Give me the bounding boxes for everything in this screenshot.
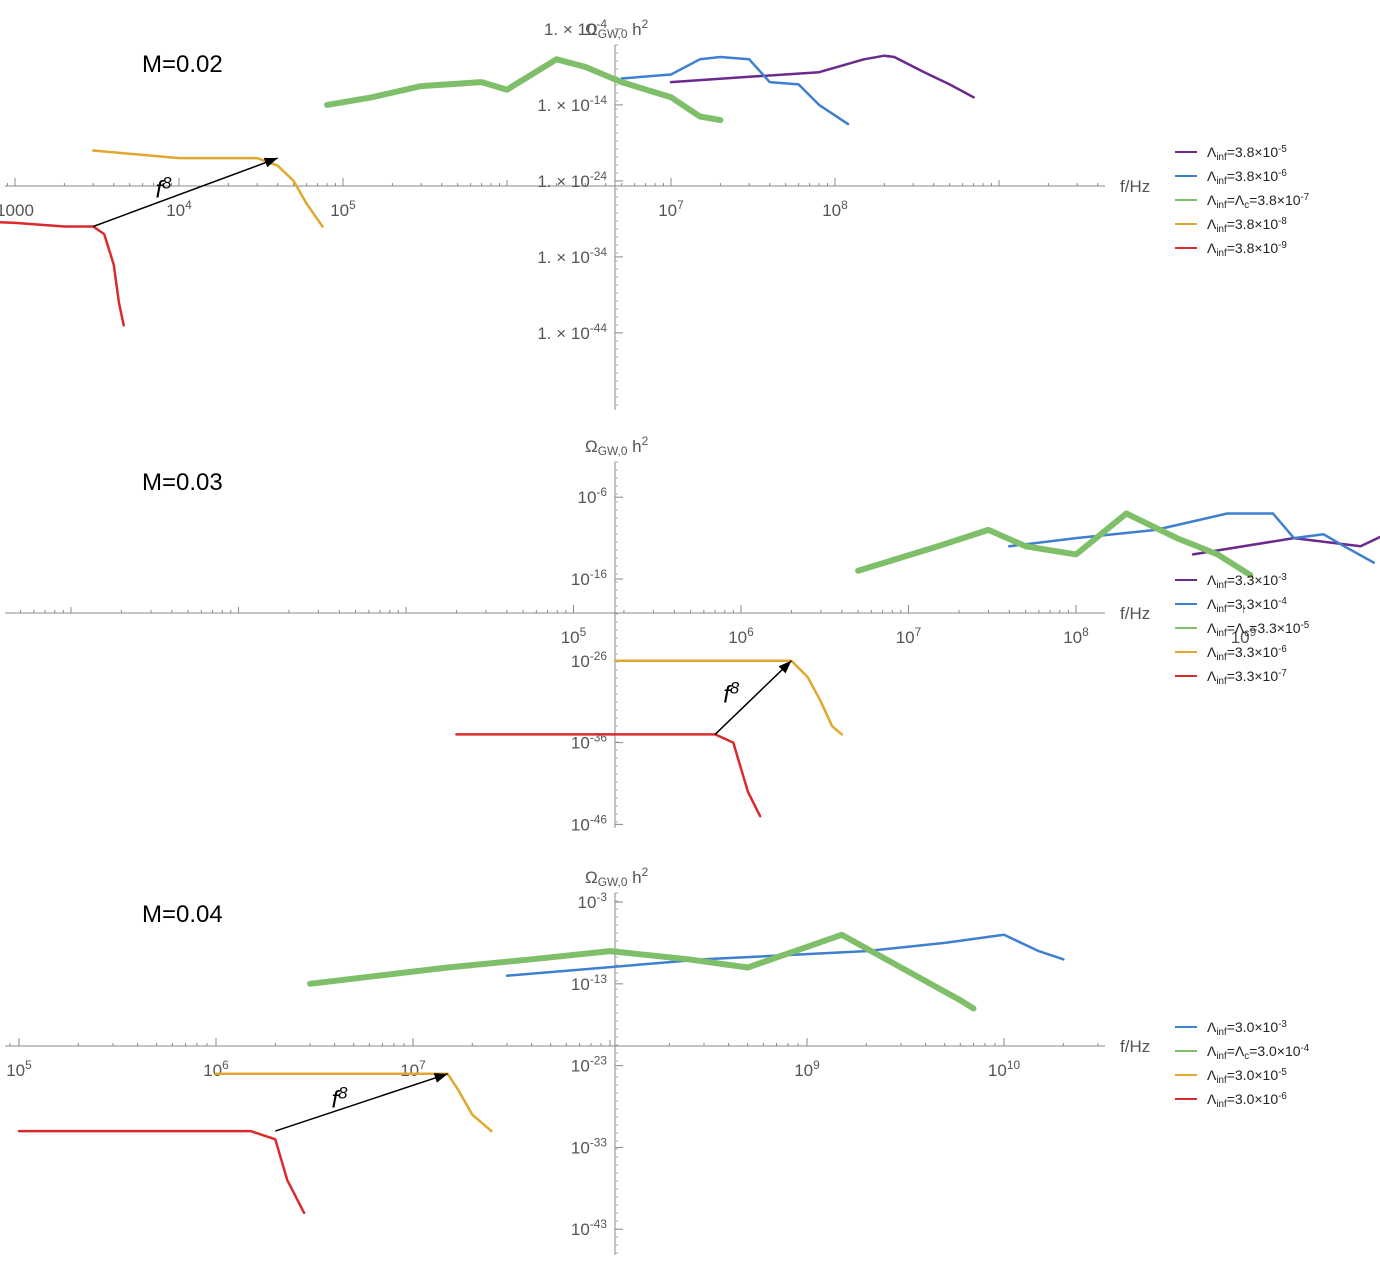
y-tick-label: 10-26 [571, 649, 607, 671]
x-tick-label: 108 [822, 198, 848, 220]
legend-entry: Λinf=Λc=3.0×10-4 [1207, 1043, 1310, 1062]
panel-1: 1000 104 105 107 108 1. × 10-4 1. × 10-14 1. × … [0, 17, 1309, 410]
x-axis-title: f/Hz [1120, 177, 1150, 196]
annotation-arrowhead [778, 660, 792, 674]
x-axis-title: f/Hz [1120, 604, 1150, 623]
x-tick-label: 106 [203, 1058, 229, 1080]
panel-label: M=0.02 [142, 51, 223, 78]
series-line-5 [0, 220, 125, 327]
x-tick-label: 1000 [0, 201, 34, 220]
y-tick-label: 1. × 10-4 [544, 17, 607, 39]
panel-2: 105106107108109101010-610-1610-2610-3610… [5, 434, 1380, 834]
series-line-4 [615, 659, 844, 736]
legend-entry: Λinf=3.0×10-3 [1207, 1019, 1287, 1038]
series-line-2 [620, 55, 850, 126]
x-tick-label: 105 [561, 625, 587, 647]
x-tick-label: 104 [166, 198, 192, 220]
series-line-3 [324, 56, 724, 124]
annotation-label: f8 [331, 1083, 348, 1114]
series-line-1 [1191, 535, 1380, 556]
y-axis-title: ΩGW,0 h2 [585, 434, 649, 458]
series-line-5 [455, 733, 762, 818]
y-tick-label: 10-33 [571, 1135, 607, 1157]
annotation-label: f8 [155, 173, 172, 204]
legend-entry: Λinf=3.8×10-6 [1207, 168, 1287, 187]
legend-entry: Λinf=3.8×10-8 [1207, 216, 1287, 235]
y-tick-label: 1. × 10-44 [537, 321, 607, 343]
annotation-arrow [714, 660, 792, 735]
legend-entry: Λinf=3.8×10-9 [1207, 240, 1287, 259]
y-tick-label: 10-13 [571, 972, 607, 994]
x-tick-label: 106 [728, 625, 754, 647]
series-line-3 [855, 510, 1254, 579]
legend-entry: Λinf=Λc=3.3×10-5 [1207, 620, 1310, 639]
y-tick-label: 10-23 [571, 1054, 607, 1076]
x-tick-label: 107 [400, 1058, 426, 1080]
panel-label: M=0.04 [142, 901, 223, 928]
legend-entry: Λinf=3.0×10-6 [1207, 1091, 1287, 1110]
y-tick-label: 10-46 [571, 812, 607, 834]
panel-3: 105 106 107 109 1010 10-3 10-13 10-23 10-33 10-43… [5, 865, 1310, 1255]
legend-entry: Λinf=Λc=3.8×10-7 [1207, 192, 1309, 211]
y-tick-label: 1. × 10-14 [537, 93, 607, 115]
panel-label: M=0.03 [142, 469, 223, 496]
x-tick-label: 109 [794, 1058, 820, 1080]
series-line-3 [214, 1072, 493, 1133]
x-tick-label: 1010 [988, 1058, 1021, 1080]
y-tick-label: 10-3 [578, 890, 608, 912]
legend-entry: Λinf=3.3×10-3 [1207, 572, 1287, 591]
series-line-4 [91, 149, 324, 228]
y-tick-label: 1. × 10-24 [537, 169, 607, 191]
legend-entry: Λinf=3.8×10-5 [1207, 144, 1287, 163]
annotation-label: f8 [723, 678, 740, 709]
x-tick-label: 109 [1231, 625, 1257, 647]
annotation-arrow [92, 157, 278, 228]
x-tick-label: 105 [330, 198, 356, 220]
x-axis-title: f/Hz [1120, 1037, 1150, 1056]
series-line-2 [307, 931, 977, 1012]
x-tick-label: 108 [1063, 625, 1089, 647]
annotation-arrow [275, 1073, 448, 1132]
legend-entry: Λinf=3.0×10-5 [1207, 1067, 1287, 1086]
y-axis-title: ΩGW,0 h2 [585, 865, 649, 889]
legend-entry: Λinf=3.3×10-7 [1207, 668, 1287, 687]
y-tick-label: 10-16 [571, 567, 607, 589]
series-line-4 [17, 1129, 306, 1215]
y-tick-label: 10-43 [571, 1217, 607, 1239]
annotation-arrowhead [433, 1073, 448, 1083]
series-line-1 [669, 54, 975, 99]
y-tick-label: 10-6 [578, 485, 608, 507]
x-tick-label: 105 [6, 1058, 32, 1080]
legend-entry: Λinf=3.3×10-6 [1207, 644, 1287, 663]
y-axis-title: ΩGW,0 h2 [585, 17, 649, 41]
x-tick-label: 107 [658, 198, 684, 220]
x-tick-label: 107 [896, 625, 922, 647]
annotation-arrowhead [263, 157, 278, 168]
legend-entry: Λinf=3.3×10-4 [1207, 596, 1287, 615]
y-tick-label: 1. × 10-34 [537, 245, 607, 267]
